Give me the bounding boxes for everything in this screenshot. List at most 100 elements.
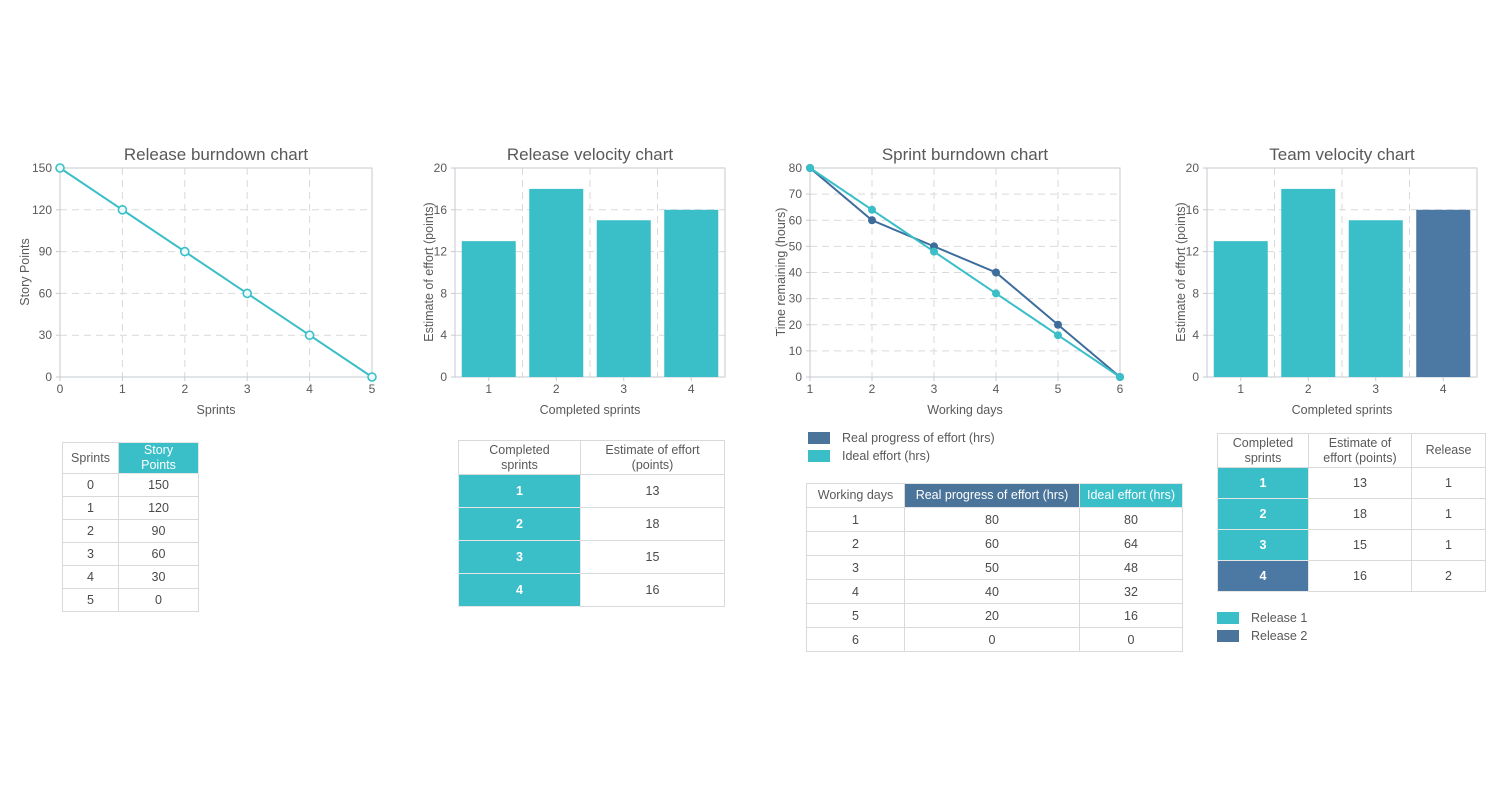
table-cell: 1 [62, 496, 119, 520]
y-tick-label: 120 [32, 203, 52, 217]
table-cell: 3 [62, 542, 119, 566]
table-cell: 40 [904, 579, 1080, 604]
legend-swatch [808, 432, 830, 444]
data-point-marker [180, 246, 190, 257]
legend-item: Real progress of effort (hrs) [808, 431, 995, 445]
legend-swatch [808, 450, 830, 462]
legend-item: Release 1 [1217, 611, 1307, 625]
table-cell: 16 [1308, 560, 1412, 592]
y-tick-label: 0 [440, 370, 447, 384]
data-point-marker [992, 289, 1000, 298]
table-row: 1 13 [458, 474, 725, 508]
bar [529, 188, 584, 377]
table-cell: 90 [118, 519, 199, 543]
table-cell: 0 [118, 588, 199, 612]
team-velocity-legend: Release 1 Release 2 [1217, 611, 1307, 647]
data-point-marker [242, 288, 252, 299]
table-cell: 120 [118, 496, 199, 520]
y-tick-label: 80 [789, 161, 803, 175]
legend-label: Ideal effort (hrs) [842, 449, 931, 463]
table-header-row: Working days Real progress of effort (hrs… [806, 483, 1183, 508]
table-row: 2 18 1 [1217, 498, 1486, 530]
sprint-burndown-title: Sprint burndown chart [881, 145, 1049, 164]
y-tick-label: 90 [39, 245, 53, 259]
table-cell: 60 [904, 531, 1080, 556]
table-header-row: Sprints Story Points [62, 442, 199, 474]
table-row: 2 60 64 [806, 531, 1183, 556]
table-row: 3 15 [458, 540, 725, 574]
column-header: Release [1411, 433, 1486, 468]
x-tick-label: 2 [553, 382, 560, 396]
table-cell: 18 [1308, 498, 1412, 530]
table-cell: 32 [1079, 579, 1183, 604]
table-cell: 4 [806, 579, 905, 604]
legend-swatch [1217, 630, 1239, 642]
table-cell: 1 [458, 474, 581, 508]
y-tick-label: 20 [1186, 161, 1200, 175]
table-cell: 6 [806, 627, 905, 652]
y-tick-label: 30 [789, 292, 803, 306]
table-row: 1 120 [62, 496, 199, 520]
table-row: 3 15 1 [1217, 529, 1486, 561]
release-velocity-x-axis-label: Completed sprints [539, 403, 641, 417]
table-row: 1 80 80 [806, 507, 1183, 532]
table-cell: 2 [806, 531, 905, 556]
table-cell: 30 [118, 565, 199, 589]
data-point-marker [868, 216, 876, 225]
legend-label: Real progress of effort (hrs) [842, 431, 995, 445]
table-cell: 80 [1079, 507, 1183, 532]
release-burndown-plot: 0 30 60 90 120 150 0 1 2 3 4 5 [32, 161, 377, 396]
data-point-marker [868, 205, 876, 214]
table-cell: 50 [904, 555, 1080, 580]
table-cell: 3 [458, 540, 581, 574]
table-header-row: Completed sprints Estimate of effort (poi… [1217, 433, 1486, 468]
x-tick-label: 3 [620, 382, 627, 396]
x-tick-label: 1 [807, 382, 814, 396]
y-tick-label: 150 [32, 161, 52, 175]
line-series [809, 167, 1121, 378]
legend-label: Release 2 [1251, 629, 1308, 643]
y-tick-label: 16 [1186, 203, 1200, 217]
legend-item: Release 2 [1217, 629, 1307, 643]
x-tick-label: 2 [181, 382, 188, 396]
column-header: Completed sprints [458, 440, 581, 475]
x-tick-label: 4 [306, 382, 313, 396]
table-cell: 5 [806, 603, 905, 628]
table-cell: 150 [118, 473, 199, 497]
y-tick-label: 10 [789, 344, 803, 358]
table-row: 3 50 48 [806, 555, 1183, 580]
y-tick-label: 60 [789, 213, 803, 227]
table-row: 2 18 [458, 507, 725, 541]
table-cell: 2 [62, 519, 119, 543]
column-header: Real progress of effort (hrs) [904, 483, 1080, 508]
x-tick-label: 1 [119, 382, 126, 396]
table-row: 4 30 [62, 565, 199, 589]
release-burndown-title: Release burndown chart [123, 145, 309, 164]
table-cell: 4 [62, 565, 119, 589]
table-cell: 20 [904, 603, 1080, 628]
legend-label: Release 1 [1251, 611, 1308, 625]
line-series [59, 167, 373, 378]
table-cell: 4 [1217, 560, 1309, 592]
release-burndown-x-axis-label: Sprints [196, 403, 236, 417]
sprint-burndown-table: Working days Real progress of effort (hrs… [806, 483, 1183, 652]
x-tick-label: 1 [1237, 382, 1244, 396]
table-cell: 4 [458, 573, 581, 607]
column-header: Ideal effort (hrs) [1079, 483, 1183, 508]
bar [1416, 209, 1471, 377]
table-cell: 0 [62, 473, 119, 497]
table-row: 4 16 2 [1217, 560, 1486, 592]
sprint-burndown-plot: 0 10 20 30 40 50 60 70 80 1 2 3 4 5 6 [789, 161, 1124, 396]
x-tick-label: 5 [369, 382, 376, 396]
bar [1213, 241, 1268, 377]
table-cell: 13 [1308, 467, 1412, 499]
bar [664, 209, 719, 377]
table-row: 0 150 [62, 473, 199, 497]
table-header-row: Completed sprints Estimate of effort (poi… [458, 440, 725, 475]
plot-border [809, 167, 1121, 378]
table-cell: 15 [580, 540, 725, 574]
sprint-burndown-x-axis-label: Working days [927, 403, 1003, 417]
